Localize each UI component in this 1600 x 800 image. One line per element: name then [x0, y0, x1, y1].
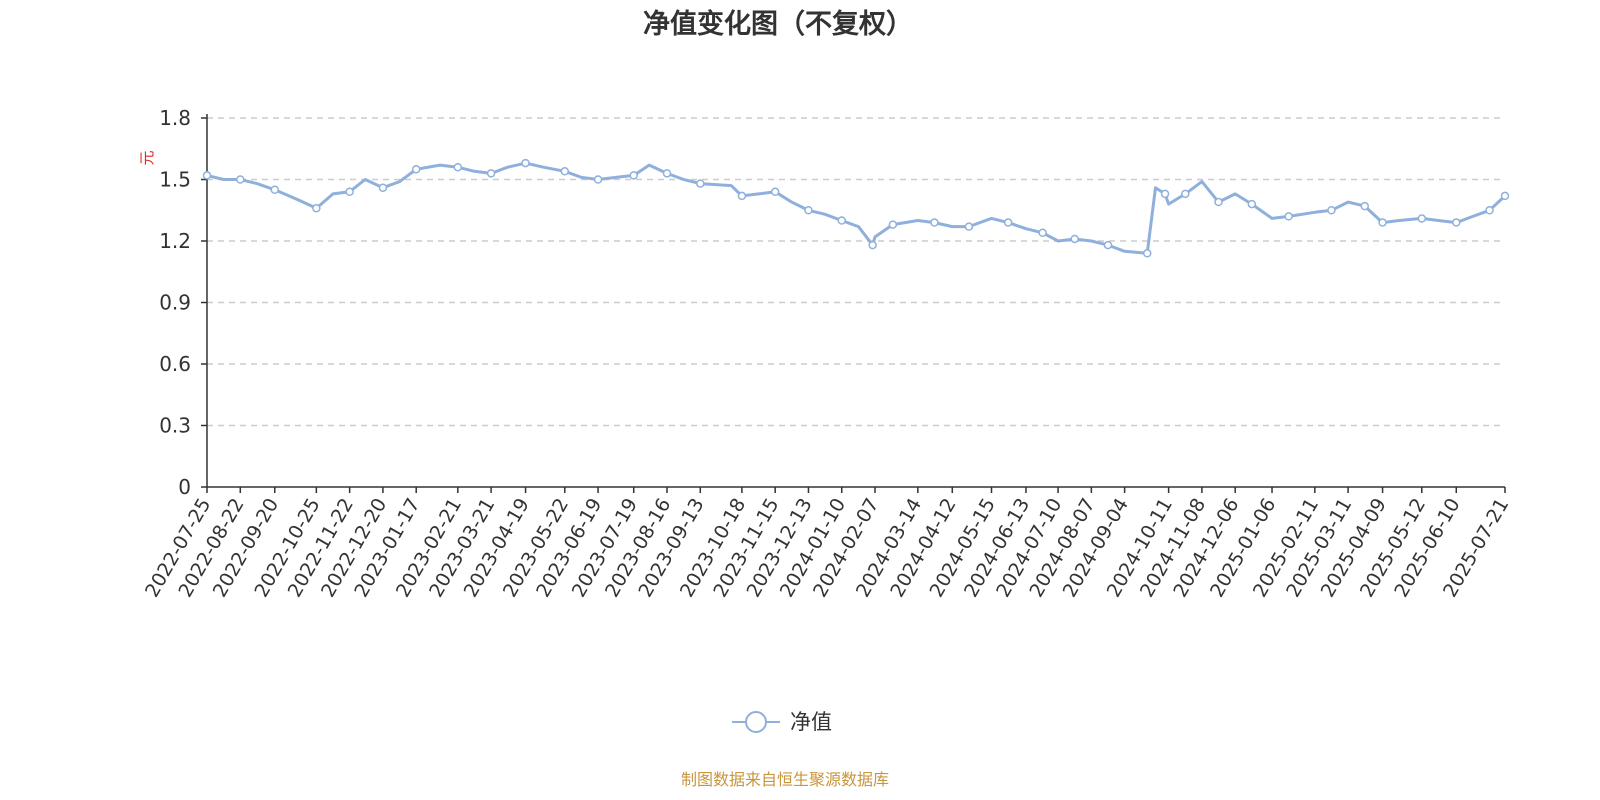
- data-point: [1500, 191, 1510, 201]
- data-point: [1417, 214, 1427, 223]
- data-point: [1214, 197, 1223, 207]
- data-point: [312, 203, 321, 213]
- legend-label: 净值: [790, 710, 832, 734]
- data-point: [629, 171, 638, 180]
- data-point: [804, 206, 813, 215]
- data-point: [521, 158, 530, 168]
- y-tick-label: 1.5: [159, 168, 191, 192]
- y-tick-label: 0.3: [159, 414, 191, 438]
- data-point: [486, 169, 496, 178]
- data-point: [270, 185, 280, 194]
- data-point: [930, 218, 939, 227]
- y-tick-label: 0: [178, 475, 191, 499]
- data-point: [1360, 201, 1369, 211]
- series-line: [206, 161, 1507, 255]
- data-point: [1378, 218, 1387, 227]
- data-point: [1003, 218, 1013, 227]
- data-point: [345, 187, 354, 197]
- data-point: [560, 167, 570, 176]
- chart-title: 净值变化图（不复权）: [643, 8, 913, 40]
- data-point: [696, 179, 705, 188]
- legend-marker-icon: [745, 711, 767, 733]
- data-point: [1247, 199, 1257, 209]
- data-point: [737, 191, 747, 201]
- source-note: 制图数据来自恒生聚源数据库: [681, 770, 889, 789]
- data-point: [868, 240, 877, 250]
- y-tick-label: 1.8: [159, 106, 191, 130]
- data-point: [662, 169, 672, 178]
- data-point: [1327, 206, 1336, 215]
- data-point: [202, 171, 212, 180]
- data-point: [837, 216, 846, 225]
- data-point: [1160, 189, 1170, 199]
- y-axis-ticks: 0 0.3 0.6 0.9 1.2 1.5 1.8: [159, 106, 207, 499]
- y-tick-label: 0.9: [159, 291, 191, 315]
- y-axis-label: 元: [138, 150, 156, 165]
- data-point: [411, 165, 421, 174]
- data-point: [1103, 240, 1113, 250]
- legend[interactable]: 净值: [732, 710, 832, 734]
- data-point: [453, 162, 463, 172]
- data-point: [236, 175, 245, 184]
- data-point: [1181, 189, 1190, 199]
- data-point: [593, 175, 603, 184]
- data-point: [1284, 212, 1293, 221]
- data-point: [1142, 249, 1152, 258]
- data-point: [1452, 218, 1461, 227]
- data-point: [964, 222, 974, 231]
- series-group: [202, 158, 1510, 258]
- x-axis-ticks: 2022-07-252022-08-222022-09-202022-10-25…: [141, 487, 1513, 601]
- data-point: [888, 220, 898, 229]
- data-point: [770, 187, 780, 197]
- data-point: [378, 183, 388, 192]
- data-point: [1485, 206, 1494, 215]
- data-point: [1070, 234, 1079, 244]
- y-tick-label: 1.2: [159, 229, 191, 253]
- data-point: [1038, 228, 1047, 238]
- grid-lines: [207, 117, 1505, 427]
- y-tick-label: 0.6: [159, 352, 191, 376]
